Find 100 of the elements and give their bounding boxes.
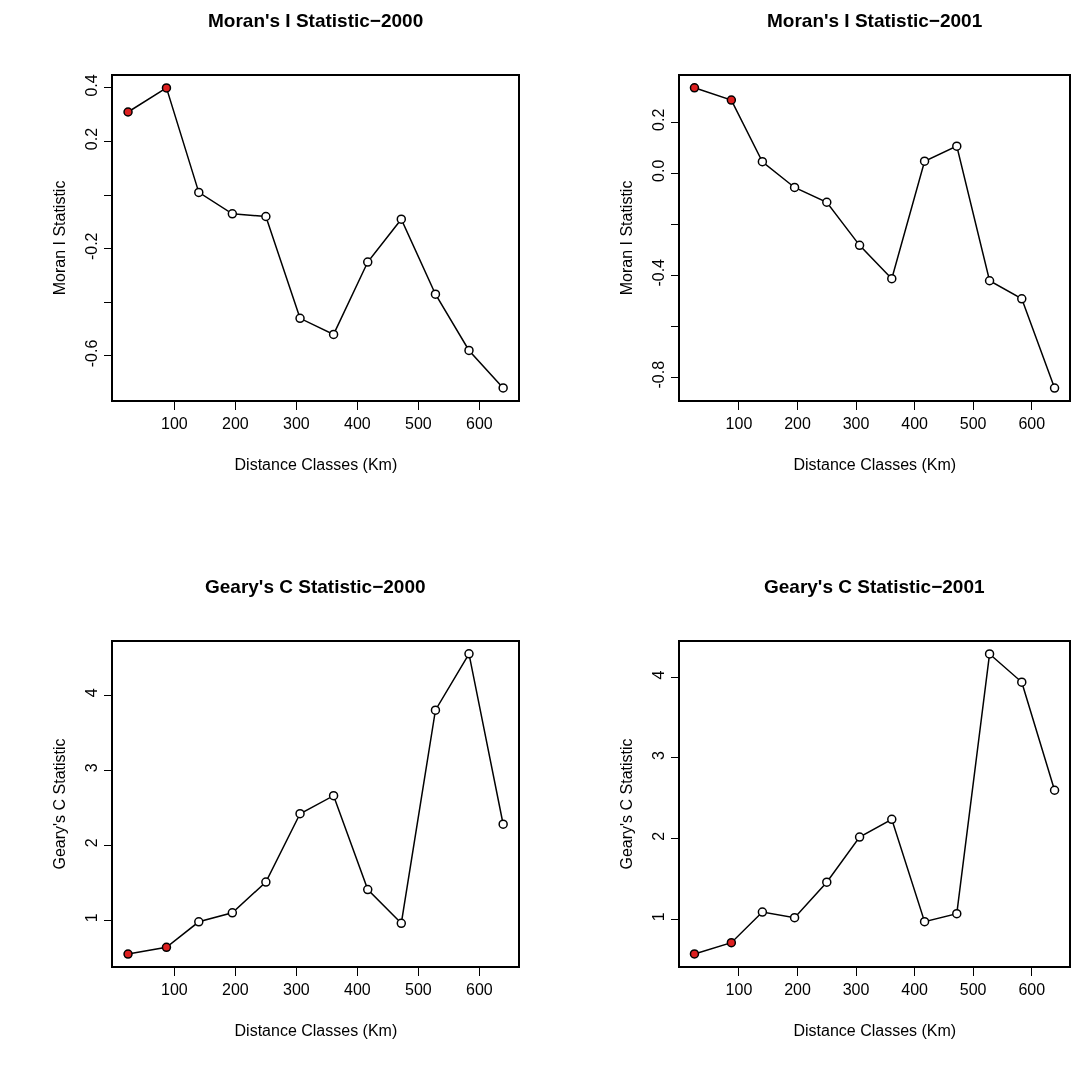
y-tick-label: 1 xyxy=(650,912,668,922)
point xyxy=(854,832,865,842)
x-tick-label: 400 xyxy=(344,981,371,999)
x-tick-label: 600 xyxy=(466,414,493,432)
point xyxy=(822,877,832,887)
point xyxy=(919,916,930,927)
point xyxy=(1017,677,1027,687)
point xyxy=(789,912,800,923)
chart-title: Geary's C Statistic−2001 xyxy=(764,576,985,597)
x-tick-label: 100 xyxy=(725,981,753,999)
point xyxy=(689,83,700,93)
point xyxy=(726,95,737,105)
x-tick-label: 500 xyxy=(959,414,987,432)
point xyxy=(464,345,474,356)
x-tick-label: 600 xyxy=(1018,981,1046,999)
point xyxy=(396,214,407,224)
x-tick-label: 500 xyxy=(405,414,432,432)
point xyxy=(464,649,474,659)
x-tick-label: 100 xyxy=(161,981,188,999)
y-axis-title: Moran I Statistic xyxy=(50,180,68,296)
point xyxy=(430,705,441,715)
x-tick-label: 100 xyxy=(161,414,188,432)
y-tick-label: 0.0 xyxy=(650,159,668,182)
point xyxy=(328,790,339,801)
point xyxy=(984,276,995,286)
point xyxy=(430,289,441,299)
point xyxy=(295,808,305,819)
y-tick-label: 3 xyxy=(650,751,668,761)
point xyxy=(161,83,172,93)
point xyxy=(498,819,508,829)
y-tick-label: 2 xyxy=(83,838,101,848)
x-tick-label: 200 xyxy=(222,414,249,432)
y-tick-label: 3 xyxy=(83,763,101,773)
y-axis-title: Moran I Statistic xyxy=(617,180,635,296)
point xyxy=(396,918,407,929)
point xyxy=(952,908,962,919)
x-axis-title: Distance Classes (Km) xyxy=(234,1022,398,1040)
y-tick-label: 1 xyxy=(83,913,101,923)
x-tick-label: 600 xyxy=(1018,414,1046,432)
x-tick-label: 500 xyxy=(959,981,987,999)
x-tick-label: 300 xyxy=(283,981,310,999)
x-tick-label: 300 xyxy=(842,414,870,432)
point xyxy=(194,917,204,927)
chart-title: Geary's C Statistic−2000 xyxy=(205,576,426,597)
y-tick-label: -0.2 xyxy=(83,232,101,261)
point xyxy=(887,814,897,825)
x-tick-label: 200 xyxy=(784,414,811,432)
x-tick-label: 600 xyxy=(466,981,493,999)
point xyxy=(854,240,865,251)
chart-title: Moran's I Statistic−2001 xyxy=(767,10,983,31)
x-tick-label: 300 xyxy=(842,981,870,999)
y-tick-label: 4 xyxy=(83,688,101,698)
y-tick-label: 0.2 xyxy=(650,108,668,131)
x-tick-label: 300 xyxy=(283,414,310,432)
point xyxy=(919,156,930,166)
y-tick-label: 0.2 xyxy=(83,127,101,151)
point xyxy=(952,141,962,151)
point xyxy=(261,211,271,222)
point xyxy=(227,209,238,219)
point xyxy=(887,273,897,284)
point xyxy=(1049,383,1060,393)
point xyxy=(1017,294,1027,304)
point xyxy=(295,313,305,324)
y-tick-label: 0.4 xyxy=(83,74,101,97)
y-tick-label: -0.6 xyxy=(83,339,101,368)
x-tick-label: 400 xyxy=(901,414,929,432)
point xyxy=(261,877,271,887)
point xyxy=(161,942,172,953)
x-axis-title: Distance Classes (Km) xyxy=(793,456,957,474)
y-axis-title: Geary's C Statistic xyxy=(50,738,68,870)
x-tick-label: 200 xyxy=(222,981,249,999)
point xyxy=(362,257,373,267)
point xyxy=(362,884,373,895)
y-tick-label: 4 xyxy=(650,670,668,680)
x-axis-title: Distance Classes (Km) xyxy=(793,1022,957,1040)
point xyxy=(757,907,768,917)
point xyxy=(123,949,133,959)
x-tick-label: 100 xyxy=(725,414,753,432)
point xyxy=(689,949,700,959)
x-tick-label: 400 xyxy=(901,981,929,999)
point xyxy=(984,649,995,659)
point xyxy=(1049,785,1060,795)
x-axis-title: Distance Classes (Km) xyxy=(234,456,398,474)
point xyxy=(227,908,238,918)
y-tick-label: -0.4 xyxy=(650,258,668,287)
point xyxy=(789,182,800,193)
y-tick-label: 2 xyxy=(650,831,668,841)
x-tick-label: 500 xyxy=(405,981,432,999)
point xyxy=(498,383,508,393)
y-axis-title: Geary's C Statistic xyxy=(617,738,635,870)
point xyxy=(328,329,339,340)
point xyxy=(822,197,832,207)
point xyxy=(194,187,204,198)
y-tick-label: -0.8 xyxy=(650,360,668,389)
point xyxy=(123,107,133,117)
chart-title: Moran's I Statistic−2000 xyxy=(208,10,424,31)
x-tick-label: 200 xyxy=(784,981,811,999)
x-tick-label: 400 xyxy=(344,414,371,432)
point xyxy=(757,156,768,167)
point xyxy=(726,937,737,948)
